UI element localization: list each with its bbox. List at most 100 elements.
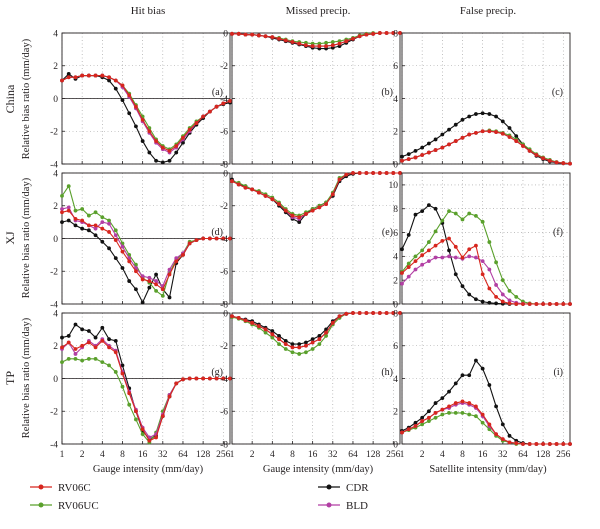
data-point	[534, 153, 539, 157]
series-line	[61, 340, 230, 442]
ylabel-row-1: Relative bias ratio (mm/day)	[21, 38, 32, 159]
data-point	[561, 442, 566, 446]
data-point	[160, 145, 165, 150]
data-point	[228, 99, 232, 103]
y-tick-label: -2	[50, 128, 58, 138]
data-point	[270, 329, 275, 333]
data-point	[426, 248, 431, 253]
data-point	[453, 381, 458, 386]
data-point	[304, 350, 308, 355]
data-point	[154, 279, 158, 283]
data-point	[453, 255, 458, 260]
data-point	[447, 142, 451, 147]
data-point	[140, 274, 145, 279]
data-point	[406, 274, 411, 279]
data-point	[167, 267, 172, 272]
data-point	[236, 182, 241, 187]
data-point	[527, 302, 532, 306]
panel-label-c: (c)	[552, 87, 563, 98]
data-point	[194, 376, 199, 381]
data-point	[290, 350, 295, 355]
data-point	[160, 414, 165, 419]
data-point	[433, 410, 438, 415]
y-tick-label: -2	[220, 202, 228, 212]
data-point	[100, 226, 105, 231]
data-point	[290, 345, 295, 350]
legend-item-bld: BLD	[318, 500, 368, 512]
data-point	[60, 360, 64, 365]
data-point	[514, 134, 519, 139]
legend-label-rv06c: RV06C	[58, 482, 91, 494]
data-point	[120, 83, 125, 88]
data-point	[391, 311, 396, 315]
data-point	[377, 171, 382, 175]
data-point	[270, 335, 275, 340]
y-tick-label: -2	[220, 342, 228, 352]
y-tick-label: 2	[53, 202, 58, 212]
data-point	[120, 363, 125, 368]
series-line	[231, 312, 400, 348]
legend-marker-cdr	[326, 484, 332, 490]
x-tick-label: 16	[478, 450, 488, 460]
data-point	[93, 223, 98, 228]
data-point	[154, 272, 158, 277]
data-point	[400, 247, 404, 252]
data-point	[330, 40, 335, 44]
y-tick-label: -4	[220, 375, 228, 385]
x-tick-label: 8	[290, 450, 295, 460]
data-point	[277, 202, 281, 207]
series-rv06uc	[400, 410, 572, 446]
y-tick-label: 0	[393, 160, 398, 170]
panel-label-a: (a)	[212, 87, 223, 98]
data-point	[507, 289, 512, 293]
data-point	[160, 160, 165, 165]
data-point	[480, 259, 485, 264]
series-bld	[400, 401, 572, 446]
data-point	[194, 238, 199, 243]
data-point	[134, 269, 138, 274]
data-point	[277, 334, 281, 338]
data-point	[371, 31, 376, 36]
data-point	[243, 318, 248, 323]
data-point	[207, 376, 212, 381]
data-point	[100, 325, 105, 330]
data-point	[568, 161, 572, 166]
data-point	[228, 376, 232, 381]
data-point	[324, 44, 328, 48]
data-point	[480, 111, 485, 116]
data-point	[263, 327, 268, 332]
data-point	[351, 171, 355, 175]
column-title-missed-precip: Missed precip.	[286, 5, 351, 17]
data-point	[453, 272, 458, 277]
data-point	[304, 212, 308, 216]
data-point	[514, 294, 519, 299]
data-point	[500, 437, 505, 441]
data-point	[364, 32, 369, 37]
data-point	[420, 145, 425, 150]
data-point	[80, 343, 85, 348]
data-point	[66, 356, 71, 361]
data-point	[134, 287, 138, 292]
data-point	[420, 415, 425, 420]
series-rv06c	[60, 73, 232, 153]
data-point	[554, 160, 559, 165]
data-point	[140, 427, 145, 432]
data-point	[400, 154, 404, 159]
data-point	[250, 320, 255, 325]
series-line	[61, 75, 231, 150]
data-point	[357, 34, 362, 39]
y-tick-label: 4	[393, 375, 398, 385]
x-tick-label: 128	[196, 450, 211, 460]
data-point	[214, 104, 219, 109]
legend-marker-bld	[326, 502, 332, 508]
data-point	[500, 292, 505, 297]
data-point	[460, 217, 465, 222]
data-point	[420, 209, 425, 214]
series-line	[401, 237, 570, 305]
legend-label-rv06uc: RV06UC	[58, 500, 99, 512]
data-point	[433, 243, 438, 248]
data-point	[447, 236, 451, 241]
panel-c: 0 2 4 6 8 (c)	[393, 29, 572, 170]
series-line	[231, 312, 400, 355]
data-point	[377, 31, 382, 35]
